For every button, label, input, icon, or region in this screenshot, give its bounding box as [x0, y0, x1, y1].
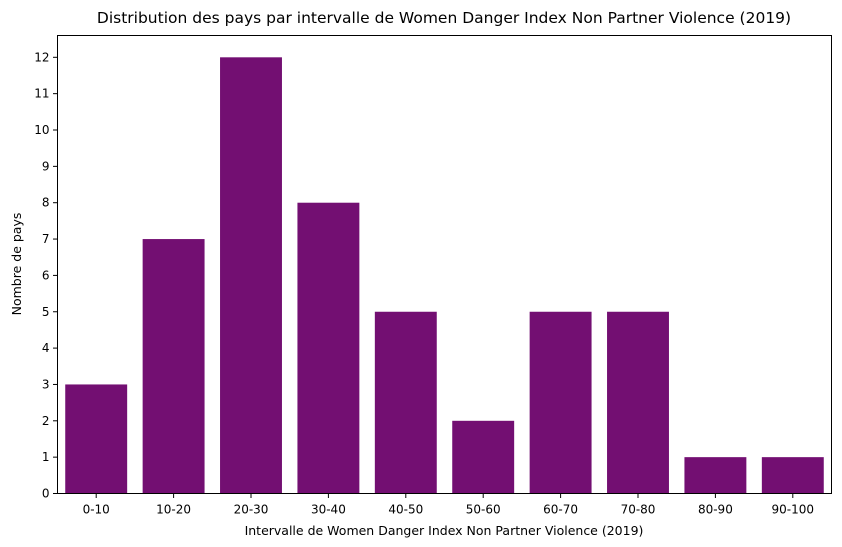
bar-50-60 [452, 420, 515, 494]
y-tick-label-4: 4 [42, 341, 50, 355]
y-tick-label-12: 12 [34, 50, 49, 64]
y-tick-label-9: 9 [42, 159, 50, 173]
bar-60-70 [529, 311, 592, 494]
y-axis-label: Nombre de pays [9, 213, 24, 316]
x-tick-label-10-20: 10-20 [156, 503, 191, 517]
bars-group [65, 57, 824, 494]
y-tick-label-2: 2 [42, 414, 50, 428]
y-tick-label-8: 8 [42, 196, 50, 210]
bar-0-10 [65, 384, 128, 494]
x-tick-label-90-100: 90-100 [772, 503, 815, 517]
bar-40-50 [374, 311, 437, 494]
y-tick-label-5: 5 [42, 305, 50, 319]
bar-80-90 [684, 457, 747, 494]
bar-30-40 [297, 202, 360, 494]
x-tick-label-20-30: 20-30 [234, 503, 269, 517]
y-tick-label-11: 11 [34, 87, 49, 101]
x-tick-label-40-50: 40-50 [388, 503, 423, 517]
x-tick-label-0-10: 0-10 [83, 503, 110, 517]
x-axis-label: Intervalle de Women Danger Index Non Par… [245, 523, 644, 538]
x-axis: 0-10 10-20 20-30 30-40 40-50 50-60 60-70 70-80 8… [83, 493, 815, 517]
bar-70-80 [607, 311, 669, 494]
y-tick-label-3: 3 [42, 377, 50, 391]
y-tick-label-7: 7 [42, 232, 50, 246]
bar-10-20 [142, 239, 205, 494]
x-tick-label-30-40: 30-40 [311, 503, 346, 517]
y-tick-label-6: 6 [42, 268, 50, 282]
y-tick-label-10: 10 [34, 123, 49, 137]
y-tick-label-0: 0 [42, 487, 50, 501]
x-tick-label-50-60: 50-60 [466, 503, 501, 517]
chart-title: Distribution des pays par intervalle de … [97, 9, 791, 27]
x-tick-label-80-90: 80-90 [698, 503, 733, 517]
x-tick-label-60-70: 60-70 [543, 503, 578, 517]
x-tick-label-70-80: 70-80 [621, 503, 656, 517]
y-tick-label-1: 1 [42, 450, 50, 464]
bar-20-30 [220, 57, 282, 494]
plot-frame [57, 35, 832, 494]
bar-90-100 [761, 457, 824, 494]
